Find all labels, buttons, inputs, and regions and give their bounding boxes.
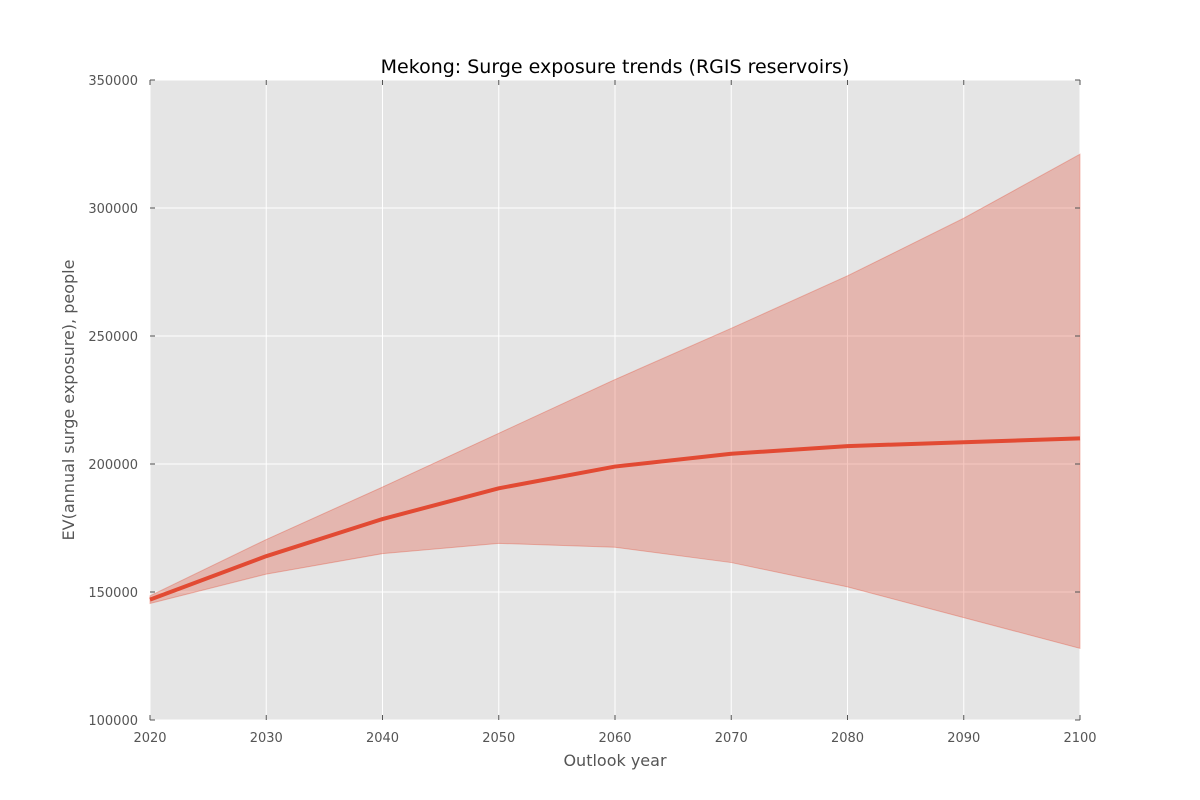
uncertainty-band-layer — [149, 153, 1081, 649]
x-tick-label: 2050 — [482, 731, 515, 746]
y-tick-label: 350000 — [88, 74, 138, 89]
chart-title: Mekong: Surge exposure trends (RGIS rese… — [381, 56, 850, 78]
series-line — [149, 436, 1081, 602]
y-axis-label: EV(annual surge exposure), people — [59, 260, 78, 541]
x-tick-labels: 2020 2030 2040 2050 2060 2070 2080 2090 2100 — [133, 731, 1096, 746]
y-tick-label: 100000 — [88, 714, 138, 729]
y-tick-label: 200000 — [88, 458, 138, 473]
x-tick-label: 2040 — [366, 731, 399, 746]
y-tick-labels: 100000 150000 200000 250000 300000 350000 — [88, 74, 138, 729]
x-tick-label: 2070 — [715, 731, 748, 746]
x-tick-label: 2020 — [133, 731, 166, 746]
x-axis-label: Outlook year — [563, 751, 667, 770]
y-tick-label: 300000 — [88, 202, 138, 217]
series-line-layer — [149, 436, 1081, 602]
ticks — [149, 79, 1081, 721]
x-tick-label: 2100 — [1063, 731, 1096, 746]
uncertainty-band — [149, 153, 1081, 649]
y-tick-label: 150000 — [88, 586, 138, 601]
y-tick-label: 250000 — [88, 330, 138, 345]
x-tick-label: 2090 — [947, 731, 980, 746]
x-tick-label: 2060 — [598, 731, 631, 746]
x-tick-label: 2080 — [831, 731, 864, 746]
x-tick-label: 2030 — [250, 731, 283, 746]
